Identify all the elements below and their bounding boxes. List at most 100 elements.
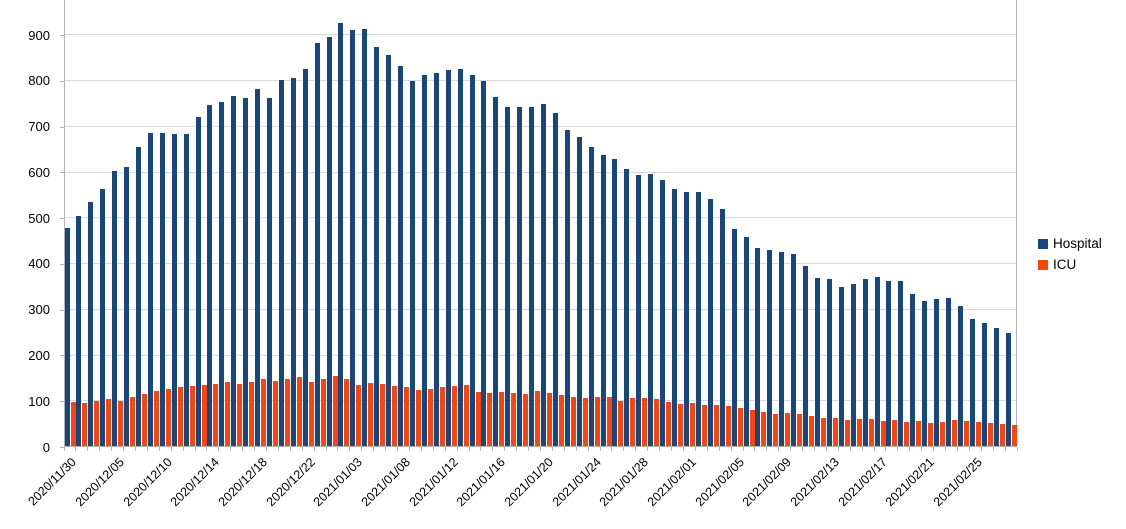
x-tick bbox=[778, 447, 780, 451]
x-tick bbox=[671, 447, 673, 451]
gridline bbox=[63, 79, 1017, 81]
bar-icu bbox=[165, 389, 171, 446]
x-tick bbox=[182, 447, 184, 451]
bar-hospital bbox=[969, 319, 975, 446]
x-tick bbox=[444, 447, 446, 451]
bar-icu bbox=[678, 403, 684, 446]
bar-icu bbox=[916, 421, 922, 446]
bar-hospital bbox=[338, 22, 344, 446]
x-tick bbox=[694, 447, 696, 451]
bar-hospital bbox=[898, 281, 904, 446]
plot-area bbox=[63, 0, 1017, 447]
x-tick bbox=[1004, 447, 1006, 451]
bar-icu bbox=[368, 383, 374, 446]
bar-icu bbox=[344, 378, 350, 446]
bar-icu bbox=[70, 402, 76, 446]
gridline bbox=[63, 217, 1017, 219]
x-tick bbox=[385, 447, 387, 451]
x-tick bbox=[587, 447, 589, 451]
bar-icu bbox=[320, 379, 326, 446]
x-tick bbox=[706, 447, 708, 451]
bar-hospital bbox=[791, 254, 797, 446]
bar-hospital bbox=[147, 132, 153, 446]
y-tick-label: 100 bbox=[28, 393, 50, 409]
bar-icu bbox=[106, 399, 112, 446]
x-tick bbox=[575, 447, 577, 451]
x-tick bbox=[682, 447, 684, 451]
bar-icu bbox=[332, 376, 338, 446]
bar-icu bbox=[308, 381, 314, 446]
y-tick bbox=[59, 309, 64, 311]
bar-hospital bbox=[743, 237, 749, 446]
y-tick-label: 0 bbox=[42, 439, 50, 455]
x-tick bbox=[551, 447, 553, 451]
x-tick bbox=[99, 447, 101, 451]
bar-hospital bbox=[219, 102, 225, 446]
x-tick bbox=[897, 447, 899, 451]
bar-hospital bbox=[64, 227, 70, 446]
bar-hospital bbox=[469, 74, 475, 446]
bar-icu bbox=[511, 393, 517, 446]
x-tick bbox=[849, 447, 851, 451]
bar-icu bbox=[594, 397, 600, 446]
bar-hospital bbox=[457, 69, 463, 446]
bar-hospital bbox=[910, 293, 916, 446]
bar-hospital bbox=[683, 192, 689, 446]
y-tick bbox=[59, 80, 64, 82]
legend-item-hospital: Hospital bbox=[1038, 233, 1102, 254]
bar-hospital bbox=[731, 229, 737, 446]
bar-icu bbox=[284, 378, 290, 446]
bar-hospital bbox=[934, 298, 940, 446]
bar-icu bbox=[606, 396, 612, 446]
x-tick bbox=[337, 447, 339, 451]
x-tick bbox=[206, 447, 208, 451]
x-tick bbox=[242, 447, 244, 451]
x-tick bbox=[730, 447, 732, 451]
gridline bbox=[63, 171, 1017, 173]
bar-icu bbox=[296, 377, 302, 446]
x-tick bbox=[611, 447, 613, 451]
bar-icu bbox=[737, 408, 743, 446]
x-tick bbox=[754, 447, 756, 451]
x-tick bbox=[837, 447, 839, 451]
x-tick bbox=[516, 447, 518, 451]
x-tick bbox=[289, 447, 291, 451]
x-tick bbox=[599, 447, 601, 451]
bar-hospital bbox=[957, 306, 963, 446]
x-tick bbox=[134, 447, 136, 451]
legend: Hospital ICU bbox=[1038, 233, 1102, 275]
bar-hospital bbox=[946, 297, 952, 446]
bar-hospital bbox=[135, 146, 141, 446]
bar-hospital bbox=[838, 287, 844, 446]
y-axis-line bbox=[63, 0, 65, 447]
bar-icu bbox=[273, 380, 278, 446]
bar-icu bbox=[725, 406, 731, 446]
bar-hospital bbox=[814, 277, 820, 446]
x-tick bbox=[373, 447, 375, 451]
x-tick bbox=[301, 447, 303, 451]
x-tick bbox=[659, 447, 661, 451]
bar-icu bbox=[832, 417, 838, 446]
bar-hospital bbox=[719, 208, 725, 446]
bar-icu bbox=[487, 392, 493, 446]
bar-icu bbox=[761, 412, 767, 446]
x-tick bbox=[408, 447, 410, 451]
bar-hospital bbox=[636, 175, 642, 446]
bar-hospital bbox=[231, 96, 237, 446]
bar-hospital bbox=[243, 98, 249, 446]
bar-hospital bbox=[564, 130, 570, 446]
x-tick bbox=[861, 447, 863, 451]
x-tick bbox=[909, 447, 911, 451]
x-tick bbox=[980, 447, 982, 451]
x-tick bbox=[873, 447, 875, 451]
x-tick bbox=[313, 447, 315, 451]
x-tick bbox=[361, 447, 363, 451]
bar-icu bbox=[439, 387, 445, 446]
bar-hospital bbox=[862, 279, 868, 446]
bar-hospital bbox=[278, 79, 284, 446]
y-tick bbox=[59, 172, 64, 174]
bar-hospital bbox=[755, 248, 761, 446]
bar-icu bbox=[130, 396, 136, 446]
bar-icu bbox=[237, 383, 243, 446]
